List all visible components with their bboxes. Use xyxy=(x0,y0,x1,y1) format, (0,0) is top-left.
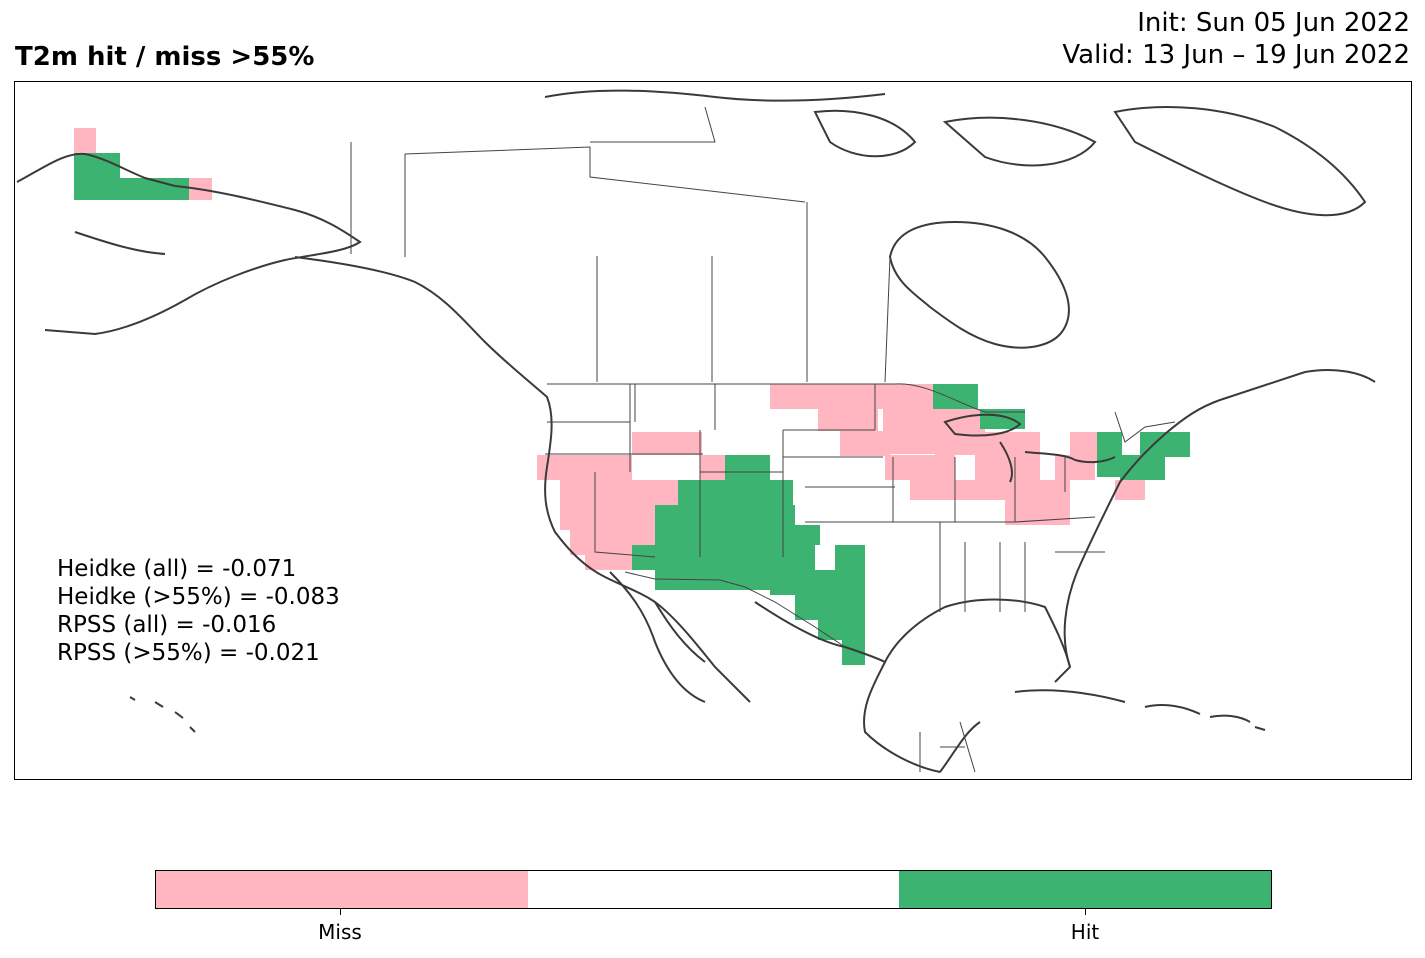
map-canvas xyxy=(16,89,1376,773)
border-us-mexico xyxy=(624,571,846,648)
map-panel xyxy=(14,81,1412,780)
hit-cell xyxy=(842,640,865,665)
hit-cell xyxy=(835,545,865,570)
colorbar-tick-miss xyxy=(340,908,341,915)
colorbar xyxy=(155,870,1272,909)
hit-cell xyxy=(933,384,978,409)
colorbar-neutral-segment xyxy=(527,871,900,908)
heidke-55-score: Heidke (>55%) = -0.083 xyxy=(57,584,340,610)
hit-cell xyxy=(1097,432,1122,477)
coastline-hudson-bay xyxy=(888,220,1070,349)
border-us-states xyxy=(545,384,1105,612)
hit-cell xyxy=(655,505,795,525)
hit-cell xyxy=(770,570,865,595)
coastline-hawaii xyxy=(129,696,196,733)
miss-cell xyxy=(632,432,702,455)
hit-cell xyxy=(725,455,770,480)
coastlines xyxy=(16,89,1376,773)
colorbar-hit-segment xyxy=(899,871,1272,908)
colorbar-label-hit: Hit xyxy=(1070,920,1100,944)
hit-cell xyxy=(655,525,820,545)
miss-cell xyxy=(74,128,96,153)
coastline-caribbean xyxy=(1014,689,1266,731)
heidke-all-score: Heidke (all) = -0.071 xyxy=(57,556,297,582)
hit-cell xyxy=(818,620,865,640)
hit-cell xyxy=(74,178,189,200)
coastline-arctic-islands xyxy=(544,89,1367,217)
miss-cell xyxy=(910,480,1020,500)
neutral-cell xyxy=(955,455,975,480)
rpss-55-score: RPSS (>55%) = -0.021 xyxy=(57,640,320,666)
coastline-gulf xyxy=(754,598,1072,773)
miss-cell xyxy=(1115,480,1145,500)
border-central-america xyxy=(919,721,976,773)
miss-cell xyxy=(840,431,890,456)
hit-cell xyxy=(1120,455,1165,480)
coastline-alaska xyxy=(16,152,362,336)
miss-cell xyxy=(560,480,700,505)
hit-cell xyxy=(678,480,793,505)
political-borders xyxy=(350,106,1176,773)
border-us-canada xyxy=(547,383,1176,443)
hit-cell xyxy=(655,545,815,570)
hit-cell xyxy=(1140,432,1190,457)
colorbar-tick-hit xyxy=(1085,908,1086,915)
coastline-east xyxy=(1063,369,1376,668)
miss-cell xyxy=(770,384,885,409)
coastline-pacific-northwest xyxy=(294,256,751,703)
valid-date-label: Valid: 13 Jun – 19 Jun 2022 xyxy=(1062,40,1410,70)
coastline-great-lakes xyxy=(943,413,1116,483)
miss-cell xyxy=(1005,480,1070,525)
colorbar-miss-segment xyxy=(156,871,528,908)
border-canadian-provinces xyxy=(404,106,891,383)
colorbar-label-miss: Miss xyxy=(318,920,362,944)
coastline-baja xyxy=(609,571,706,703)
miss-cell xyxy=(537,455,632,480)
miss-cell xyxy=(700,455,725,480)
hit-cell xyxy=(795,595,865,620)
rpss-all-score: RPSS (all) = -0.016 xyxy=(57,612,277,638)
hit-cell xyxy=(632,545,655,570)
init-date-label: Init: Sun 05 Jun 2022 xyxy=(1137,8,1410,38)
map-title: T2m hit / miss >55% xyxy=(15,42,315,72)
skill-scores: Heidke (all) = -0.071 Heidke (>55%) = -0… xyxy=(57,555,340,667)
miss-cell xyxy=(818,409,878,431)
hit-miss-cells xyxy=(74,128,1190,665)
